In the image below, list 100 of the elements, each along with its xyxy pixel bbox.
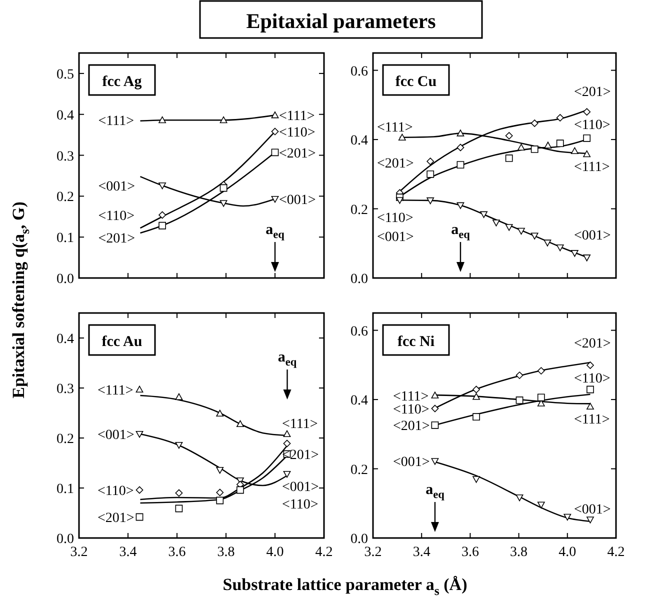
y-tick-label: 0.2 bbox=[350, 462, 368, 478]
point bbox=[236, 486, 244, 494]
point bbox=[564, 514, 572, 521]
point bbox=[518, 228, 525, 235]
y-tick-label: 0.1 bbox=[56, 231, 74, 246]
x-tick-label: 4.2 bbox=[607, 545, 625, 560]
point bbox=[216, 496, 224, 504]
point bbox=[530, 120, 538, 127]
point bbox=[537, 502, 545, 508]
point bbox=[530, 232, 538, 240]
point bbox=[158, 182, 166, 190]
series-label: <001> bbox=[574, 228, 611, 244]
legend-label: <201> bbox=[574, 336, 611, 352]
chart-title: Epitaxial parameters bbox=[246, 9, 436, 33]
legend-label: <201> bbox=[279, 146, 316, 162]
y-tick-label: 0.2 bbox=[56, 190, 74, 206]
series-label: <110> bbox=[392, 402, 430, 418]
x-tick-label: 4.2 bbox=[315, 545, 333, 560]
point bbox=[530, 146, 538, 153]
text: <111> bbox=[282, 417, 318, 432]
text: <110> bbox=[574, 371, 610, 386]
point bbox=[583, 254, 591, 262]
point bbox=[426, 197, 434, 204]
point bbox=[396, 197, 404, 204]
point bbox=[586, 402, 594, 410]
x-tick-label: 4.0 bbox=[558, 545, 576, 560]
point bbox=[136, 513, 144, 521]
x-tick-label: 3.2 bbox=[364, 545, 382, 560]
point bbox=[175, 504, 183, 512]
point bbox=[283, 430, 291, 438]
point bbox=[556, 244, 564, 252]
series-label: <001> bbox=[98, 428, 134, 443]
point bbox=[456, 202, 464, 210]
x-tick-label: 3.4 bbox=[412, 545, 430, 560]
point bbox=[456, 161, 464, 169]
text: <001> bbox=[574, 502, 611, 518]
text: <111> bbox=[392, 389, 429, 404]
point bbox=[516, 396, 524, 404]
annotation: fcc Au bbox=[102, 334, 142, 350]
point bbox=[271, 128, 279, 136]
text: <110> bbox=[98, 484, 134, 499]
legend-label: <110> bbox=[282, 498, 318, 512]
y-tick-label: 0.1 bbox=[56, 482, 74, 497]
series-label: <001> bbox=[392, 455, 430, 470]
point bbox=[158, 222, 166, 230]
y-tick-label: 0.2 bbox=[56, 432, 74, 447]
legend-label: <111> bbox=[279, 109, 315, 124]
point bbox=[544, 240, 552, 246]
point bbox=[220, 184, 228, 192]
annotation: fcc Ni bbox=[397, 334, 435, 350]
x-tick-label: 3.2 bbox=[70, 545, 88, 560]
legend-label: <201> bbox=[574, 85, 611, 100]
x-tick-label: 3.6 bbox=[461, 545, 479, 560]
y-tick-label: 0.4 bbox=[350, 394, 368, 409]
point bbox=[456, 130, 464, 136]
point bbox=[583, 134, 591, 142]
series-label: <111> bbox=[574, 160, 610, 176]
point bbox=[570, 250, 578, 257]
point bbox=[136, 386, 144, 393]
point bbox=[220, 200, 228, 207]
point bbox=[271, 196, 279, 203]
y-tick-label: 0.4 bbox=[56, 332, 74, 347]
text: <111> bbox=[377, 120, 413, 136]
point bbox=[472, 413, 480, 421]
point bbox=[556, 140, 564, 148]
point bbox=[516, 372, 524, 380]
point bbox=[537, 367, 545, 375]
y-tick-label: 0.0 bbox=[350, 532, 368, 547]
series-label: <110> bbox=[279, 126, 316, 141]
text: <111> bbox=[98, 114, 134, 130]
point bbox=[271, 111, 279, 118]
legend-label: <001> bbox=[279, 193, 316, 208]
text: <110> bbox=[98, 209, 135, 224]
point bbox=[518, 144, 525, 151]
y-tick-label: 0.4 bbox=[56, 108, 74, 124]
annotation: fcc Cu bbox=[395, 74, 437, 90]
text: <201> bbox=[98, 232, 136, 247]
point bbox=[431, 392, 439, 398]
text: <201> bbox=[392, 419, 430, 434]
x-tick-label: 3.8 bbox=[217, 545, 235, 560]
point bbox=[570, 147, 578, 154]
point bbox=[175, 442, 183, 449]
ref-line-label: a$_{eq}$ bbox=[426, 482, 446, 501]
point bbox=[492, 220, 500, 226]
point bbox=[516, 494, 524, 502]
point bbox=[505, 224, 513, 231]
text: <001> bbox=[282, 480, 319, 495]
point bbox=[220, 116, 228, 124]
point bbox=[426, 170, 434, 178]
text: <001> bbox=[377, 230, 414, 246]
point bbox=[556, 114, 564, 122]
point bbox=[158, 116, 166, 124]
point bbox=[431, 404, 439, 412]
point bbox=[456, 144, 464, 152]
point bbox=[480, 211, 488, 218]
annotation: fcc Ag bbox=[102, 74, 142, 90]
y-tick-label: 0.6 bbox=[350, 64, 368, 80]
point bbox=[586, 386, 594, 394]
y-tick-label: 0.0 bbox=[350, 272, 368, 287]
y-tick-label: 0.6 bbox=[350, 324, 368, 340]
